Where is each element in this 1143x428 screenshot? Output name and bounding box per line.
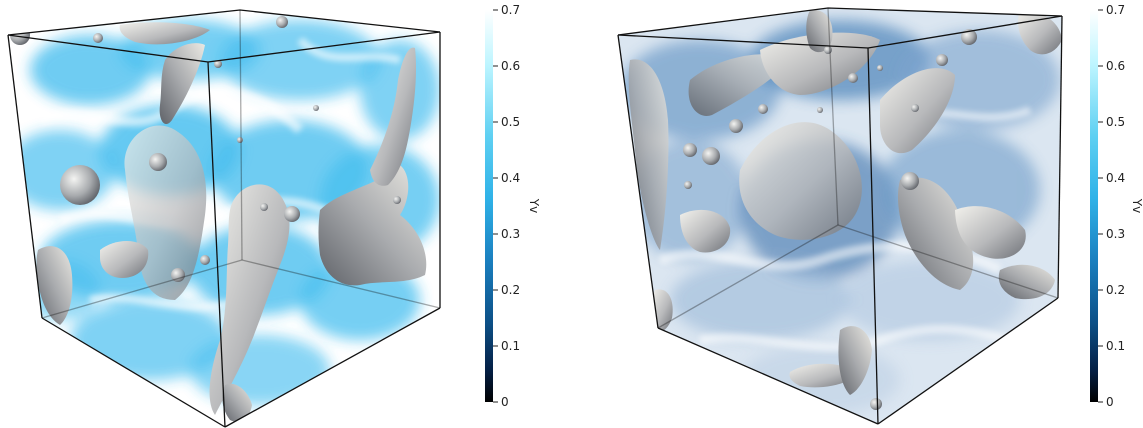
- left-colorbar-ticks: [493, 9, 498, 403]
- right-fluid-volume: [618, 8, 1062, 424]
- left-cube-edges: [7, 9, 441, 428]
- right-colorbar: 0.7 0.6 0.5 0.4 0.3 0.2 0.1 0 Yv: [1090, 3, 1143, 409]
- left-colorbar-tick-label: 0.2: [501, 283, 520, 297]
- right-colorbar-tick-label: 0.4: [1106, 171, 1125, 185]
- left-interface-surfaces: [36, 22, 427, 422]
- left-colorbar-tick-label: 0.6: [501, 59, 520, 73]
- left-colorbar-tick-label: 0.5: [501, 115, 520, 129]
- right-colorbar-tick-label: 0.5: [1106, 115, 1125, 129]
- left-colorbar-title: Yv: [527, 198, 541, 213]
- right-volume-render: [617, 7, 1063, 425]
- left-colorbar-tick-label: 0: [501, 395, 509, 409]
- right-colorbar-tick-label: 0.7: [1106, 3, 1125, 17]
- left-colorbar-tick-label: 0.4: [501, 171, 520, 185]
- right-droplets: [683, 29, 977, 410]
- right-cube-edges: [617, 7, 1063, 425]
- left-colorbar-tick-label: 0.3: [501, 227, 520, 241]
- right-colorbar-tick-label: 0.2: [1106, 283, 1125, 297]
- right-colorbar-title: Yv: [1130, 198, 1143, 213]
- left-colorbar-tick-label: 0.1: [501, 339, 520, 353]
- right-colorbar-ticks: [1098, 9, 1103, 403]
- right-colorbar-tick-label: 0.3: [1106, 227, 1125, 241]
- left-colorbar-tick-label: 0.7: [501, 3, 520, 17]
- left-colorbar: 0.7 0.6 0.5 0.4 0.3 0.2 0.1 0 Yv: [485, 3, 541, 409]
- right-colorbar-tick-label: 0.6: [1106, 59, 1125, 73]
- right-colorbar-tick-label: 0: [1106, 395, 1114, 409]
- right-interface-surfaces: [628, 9, 1062, 395]
- right-colorbar-ramp: [1090, 10, 1098, 402]
- right-colorbar-tick-label: 0.1: [1106, 339, 1125, 353]
- left-colorbar-ramp: [485, 10, 493, 402]
- left-volume-render: [7, 9, 441, 428]
